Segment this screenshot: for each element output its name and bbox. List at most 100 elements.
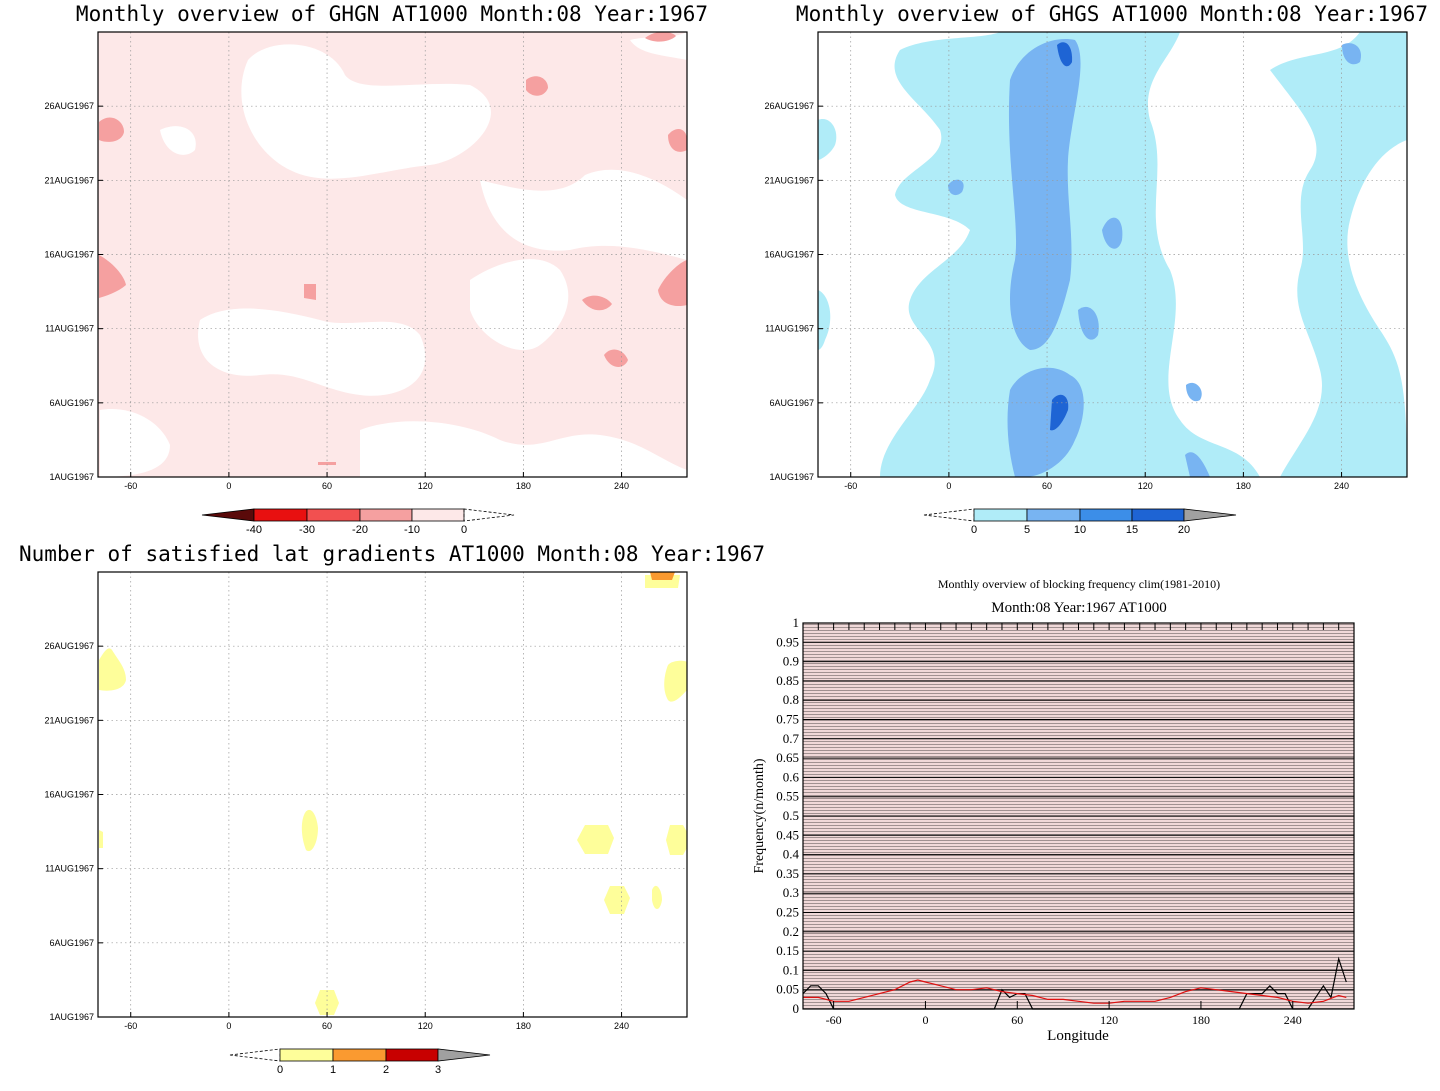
frequency-y-tick-label: 0.85 <box>776 673 799 688</box>
gradients-date-tick-label: 16AUG1967 <box>44 790 94 800</box>
frequency-y-tick-label: 0 <box>793 1001 800 1016</box>
gradients-colorbar-segment <box>385 1048 439 1062</box>
gradients-count-area <box>99 830 103 848</box>
ghgs-low-area <box>818 119 837 160</box>
ghgs-colorbar-segment <box>1131 508 1185 522</box>
ghgs-colorbar: 0 5 10 15 20 <box>923 508 1237 536</box>
gradients-colorbar-segment <box>332 1048 387 1062</box>
gradients-colorbar-segment <box>437 1048 491 1062</box>
gradients-lon-tick-label: 240 <box>614 1021 629 1031</box>
gradients-panel: Number of satisfied lat gradients AT1000… <box>19 542 765 1076</box>
ghgn-colorbar-segment <box>411 508 465 522</box>
gradients-lon-tick-label: 120 <box>418 1021 433 1031</box>
frequency-y-tick-label: 0.95 <box>776 634 799 649</box>
frequency-top-ticks <box>802 623 1355 630</box>
ghgn-date-tick-label: 6AUG1967 <box>49 398 94 408</box>
ghgs-lon-tick-label: 120 <box>1138 481 1153 491</box>
ghgs-mid-area <box>1102 217 1123 249</box>
frequency-y-ticks: 0 0.05 0.1 0.15 0.2 0.25 0.3 0.35 0.4 0.45 0.5 0.55… <box>776 615 799 1016</box>
ghgs-mid-area <box>1185 452 1210 477</box>
ghgn-colorbar-segment <box>463 508 515 522</box>
ghgn-panel: Monthly overview of GHGN AT1000 Month:08… <box>44 2 708 536</box>
gradients-lon-tick-label: -60 <box>124 1021 137 1031</box>
frequency-series-line-1 <box>803 979 1347 1004</box>
ghgs-colorbar-label: 0 <box>971 524 977 536</box>
ghgs-colorbar-segment <box>1183 508 1237 522</box>
ghgn-zero-area <box>470 259 569 351</box>
ghgn-negative-area <box>318 462 336 465</box>
ghgs-panel: Monthly overview of GHGS AT1000 Month:08… <box>764 2 1428 536</box>
ghgn-zero-area <box>241 44 491 179</box>
ghgn-colorbar-label: -20 <box>352 524 368 536</box>
ghgn-negative-area <box>668 128 687 152</box>
ghgn-zero-area <box>160 126 196 155</box>
ghgn-negative-area <box>526 76 548 96</box>
gradients-title: Number of satisfied lat gradients AT1000… <box>19 542 765 566</box>
gradients-count-area <box>664 660 687 702</box>
frequency-y-tick-label: 0.25 <box>776 905 799 920</box>
gradients-date-tick-label: 6AUG1967 <box>49 938 94 948</box>
gradients-colorbar-label: 3 <box>435 1064 441 1076</box>
ghgn-negative-area <box>304 284 316 300</box>
frequency-y-tick-label: 0.4 <box>783 847 800 862</box>
gradients-colorbar-label: 0 <box>277 1064 283 1076</box>
ghgn-lon-tick-label: 0 <box>226 481 231 491</box>
ghgn-lon-tick-label: 120 <box>418 481 433 491</box>
frequency-y-axis-label: Frequency(n/month) <box>752 758 767 873</box>
ghgs-lon-tick-label: 180 <box>1236 481 1251 491</box>
frequency-y-tick-label: 0.9 <box>783 654 799 669</box>
ghgn-negative-area <box>99 255 126 298</box>
frequency-x-tick-label: 120 <box>1100 1013 1118 1027</box>
ghgn-title: Monthly overview of GHGN AT1000 Month:08… <box>76 2 708 26</box>
ghgs-date-tick-label: 1AUG1967 <box>769 472 814 482</box>
ghgs-colorbar-segment <box>1079 508 1133 522</box>
gradients-lon-tick-label: 60 <box>322 1021 332 1031</box>
frequency-x-ticks: -60 0 60 120 180 240 <box>826 1001 1302 1027</box>
ghgs-colorbar-label: 5 <box>1024 524 1030 536</box>
gradients-count-area <box>301 809 318 852</box>
ghgs-colorbar-segment <box>1026 508 1081 522</box>
frequency-y-tick-label: 0.3 <box>783 885 799 900</box>
ghgs-colorbar-label: 15 <box>1126 524 1138 536</box>
gradients-count-area <box>99 648 126 691</box>
ghgn-negative-area <box>645 31 676 42</box>
ghgs-mid-area <box>948 179 964 196</box>
gradients-count-area <box>315 990 339 1015</box>
ghgs-low-area <box>818 290 831 350</box>
ghgs-date-tick-label: 11AUG1967 <box>765 324 814 334</box>
ghgn-zero-area <box>480 169 687 260</box>
ghgs-high-area <box>1057 42 1073 67</box>
frequency-y-tick-label: 0.55 <box>776 789 799 804</box>
ghgs-colorbar-segment <box>923 508 975 522</box>
frequency-y-tick-label: 0.75 <box>776 712 799 727</box>
ghgn-negative-area <box>99 117 124 142</box>
ghgn-colorbar-label: -40 <box>246 524 262 536</box>
ghgn-lon-tick-label: 240 <box>614 481 629 491</box>
gradients-lon-tick-label: 0 <box>226 1021 231 1031</box>
ghgs-lon-tick-label: 0 <box>946 481 951 491</box>
ghgs-colorbar-label: 20 <box>1178 524 1190 536</box>
ghgn-colorbar: -40 -30 -20 -10 0 <box>201 508 515 536</box>
ghgn-date-tick-label: 11AUG1967 <box>45 324 94 334</box>
frequency-y-tick-label: 0.65 <box>776 750 799 765</box>
ghgn-colorbar-segment <box>306 508 361 522</box>
frequency-y-tick-label: 0.35 <box>776 866 799 881</box>
frequency-x-tick-label: -60 <box>826 1013 842 1027</box>
ghgs-mid-area <box>1008 39 1081 351</box>
ghgs-date-tick-label: 21AUG1967 <box>764 175 814 185</box>
frequency-subtitle: Month:08 Year:1967 AT1000 <box>991 600 1166 616</box>
ghgs-lon-tick-label: 60 <box>1042 481 1052 491</box>
frequency-y-tick-label: 0.2 <box>783 924 799 939</box>
ghgn-zero-area <box>198 308 426 396</box>
frequency-x-tick-label: 0 <box>922 1013 928 1027</box>
ghgs-mid-area <box>1078 306 1099 340</box>
gradients-date-tick-label: 11AUG1967 <box>45 864 94 874</box>
gradients-count-area <box>666 825 687 855</box>
frequency-title: Monthly overview of blocking frequency c… <box>938 577 1220 591</box>
ghgn-date-tick-label: 26AUG1967 <box>44 101 94 111</box>
ghgs-frame <box>817 31 1408 478</box>
gradients-colorbar-segment <box>279 1048 334 1062</box>
ghgn-date-tick-label: 1AUG1967 <box>49 472 94 482</box>
gradients-colorbar-label: 1 <box>330 1064 336 1076</box>
